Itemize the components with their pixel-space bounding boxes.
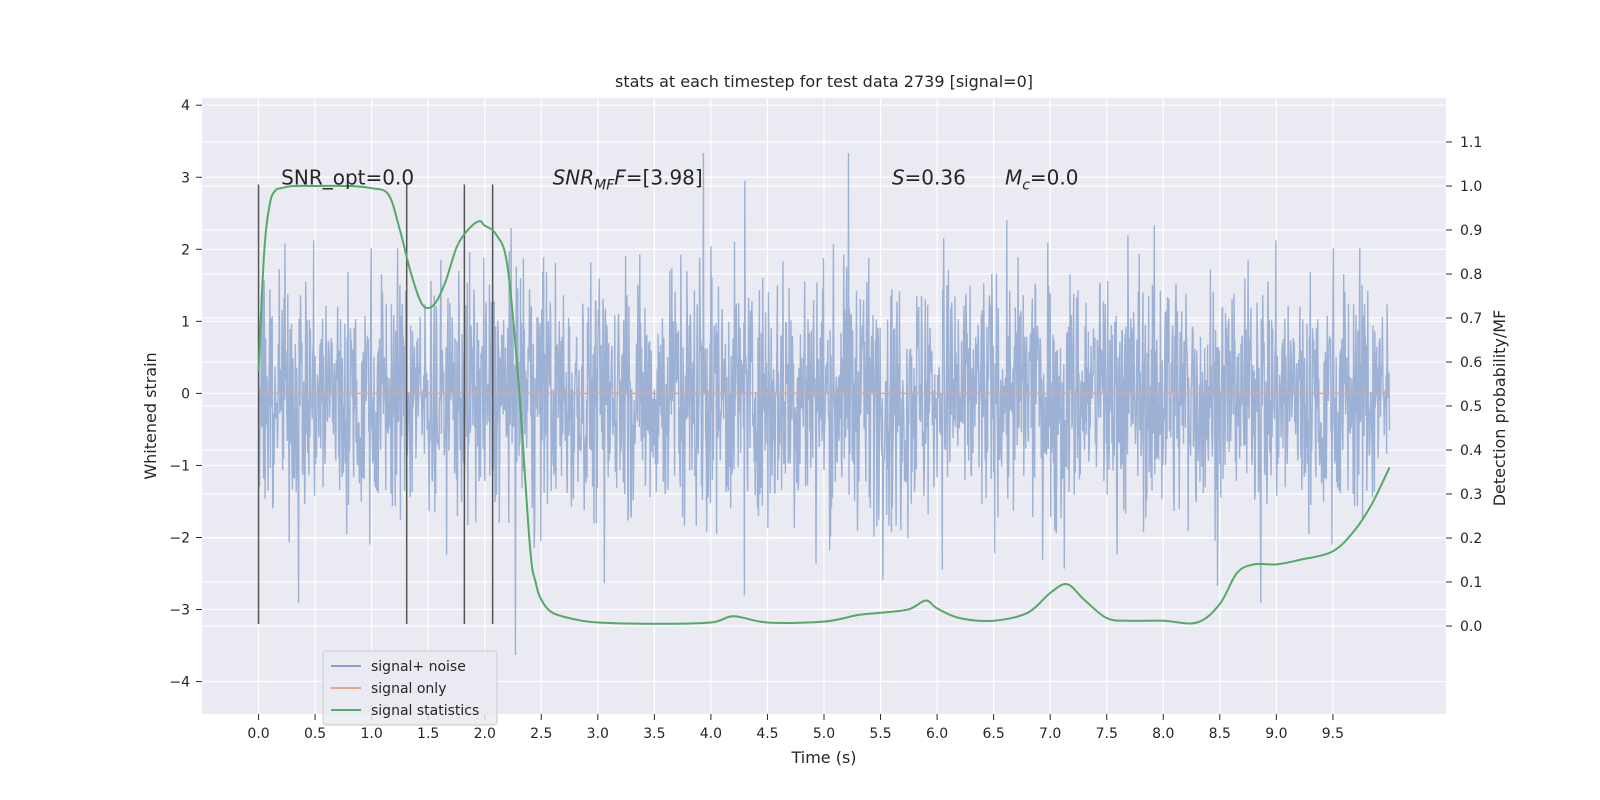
x-tick-label: 7.0	[1039, 726, 1061, 742]
y-right-tick-label: 0.4	[1460, 443, 1482, 459]
series-signal-statistics	[257, 184, 1391, 625]
annotation-subscript: MF	[594, 177, 615, 193]
annotation-subscript: c	[1022, 177, 1030, 193]
y-right-tick-label: 0.1	[1460, 575, 1482, 591]
legend: signal+ noise signal only signal statistic…	[322, 650, 498, 726]
y-right-tick-label: 1.1	[1460, 135, 1482, 151]
chart-title: stats at each timestep for test data 273…	[615, 72, 1033, 91]
x-axis-label: Time (s)	[790, 748, 856, 767]
x-tick-label: 1.0	[361, 726, 383, 742]
annotation-snr-mf: SNRMFF=[3.98]	[553, 165, 703, 193]
x-tick-label: 3.5	[643, 726, 665, 742]
legend-box	[322, 650, 498, 726]
annotation-snr-opt: SNR_opt=0.0	[281, 165, 414, 189]
annotation-base: S	[892, 165, 905, 189]
x-tick-label: 4.0	[700, 726, 722, 742]
y-right-tick-label: 0.5	[1460, 399, 1482, 415]
x-tick-label: 2.0	[474, 726, 496, 742]
annotation-base: M	[1005, 165, 1022, 189]
y-right-tick-label: 0.7	[1460, 311, 1482, 327]
y-tick-label: −2	[169, 530, 190, 546]
y-tick-label: 0	[181, 386, 190, 402]
x-tick-label: 2.5	[530, 726, 552, 742]
annotation-value: =0.0	[1030, 165, 1079, 189]
x-tick-label: 8.5	[1209, 726, 1231, 742]
x-tick-label: 5.5	[869, 726, 891, 742]
x-tick-label: 6.0	[926, 726, 948, 742]
x-tick-label: 0.0	[247, 726, 269, 742]
signal-statistics-line	[257, 184, 1391, 625]
legend-entry: signal+ noise	[371, 659, 466, 675]
annotation-s-val: S=0.36	[892, 165, 966, 189]
annotation-mc-val: Mc=0.0	[1005, 165, 1079, 193]
x-axis: 0.0 0.5 1.0 1.5 2.0 2.5 3.0 3.5 4.0 4.5 5.0 5.5 6.0 6…	[247, 714, 1344, 742]
x-tick-label: 9.5	[1322, 726, 1344, 742]
y-axis-right: 0.0 0.1 0.2 0.3 0.4 0.5 0.6 0.7 0.8 0.9 1.0 1.1	[1446, 135, 1482, 635]
y-tick-label: −1	[169, 458, 190, 474]
y-right-tick-label: 1.0	[1460, 179, 1482, 195]
y-tick-label: −3	[169, 603, 190, 619]
y-tick-label: 2	[181, 242, 190, 258]
noise-line	[257, 152, 1391, 656]
x-tick-label: 4.5	[756, 726, 778, 742]
legend-entry: signal statistics	[371, 703, 479, 719]
y-right-tick-label: 0.6	[1460, 355, 1482, 371]
series-signal-noise	[257, 152, 1391, 656]
y-right-tick-label: 0.0	[1460, 619, 1482, 635]
x-tick-label: 7.5	[1096, 726, 1118, 742]
annotation-value: =0.36	[905, 165, 966, 189]
annotations: SNR_opt=0.0 SNRMFF=[3.98] S=0.36 Mc=0.0	[281, 165, 1078, 193]
y-axis-left: −4 −3 −2 −1 0 1 2 3 4	[169, 98, 202, 691]
x-tick-label: 5.0	[813, 726, 835, 742]
x-tick-label: 0.5	[304, 726, 326, 742]
x-tick-label: 8.0	[1152, 726, 1174, 742]
annotation-value: =[3.98]	[626, 165, 703, 189]
annotation-base: SNR	[553, 165, 595, 189]
y-right-tick-label: 0.9	[1460, 223, 1482, 239]
y-tick-label: 4	[181, 98, 190, 114]
x-tick-label: 3.0	[587, 726, 609, 742]
y-axis-right-label: Detection probability/MF	[1490, 310, 1509, 507]
y-tick-label: 1	[181, 314, 190, 330]
annotation-italic: F	[614, 165, 626, 189]
legend-entry: signal only	[371, 681, 446, 697]
y-right-tick-label: 0.8	[1460, 267, 1482, 283]
x-tick-label: 1.5	[417, 726, 439, 742]
y-tick-label: −4	[169, 675, 190, 691]
y-right-tick-label: 0.2	[1460, 531, 1482, 547]
x-tick-label: 6.5	[983, 726, 1005, 742]
y-tick-label: 3	[181, 170, 190, 186]
y-right-tick-label: 0.3	[1460, 487, 1482, 503]
x-tick-label: 9.0	[1265, 726, 1287, 742]
y-axis-label: Whitened strain	[141, 352, 160, 479]
